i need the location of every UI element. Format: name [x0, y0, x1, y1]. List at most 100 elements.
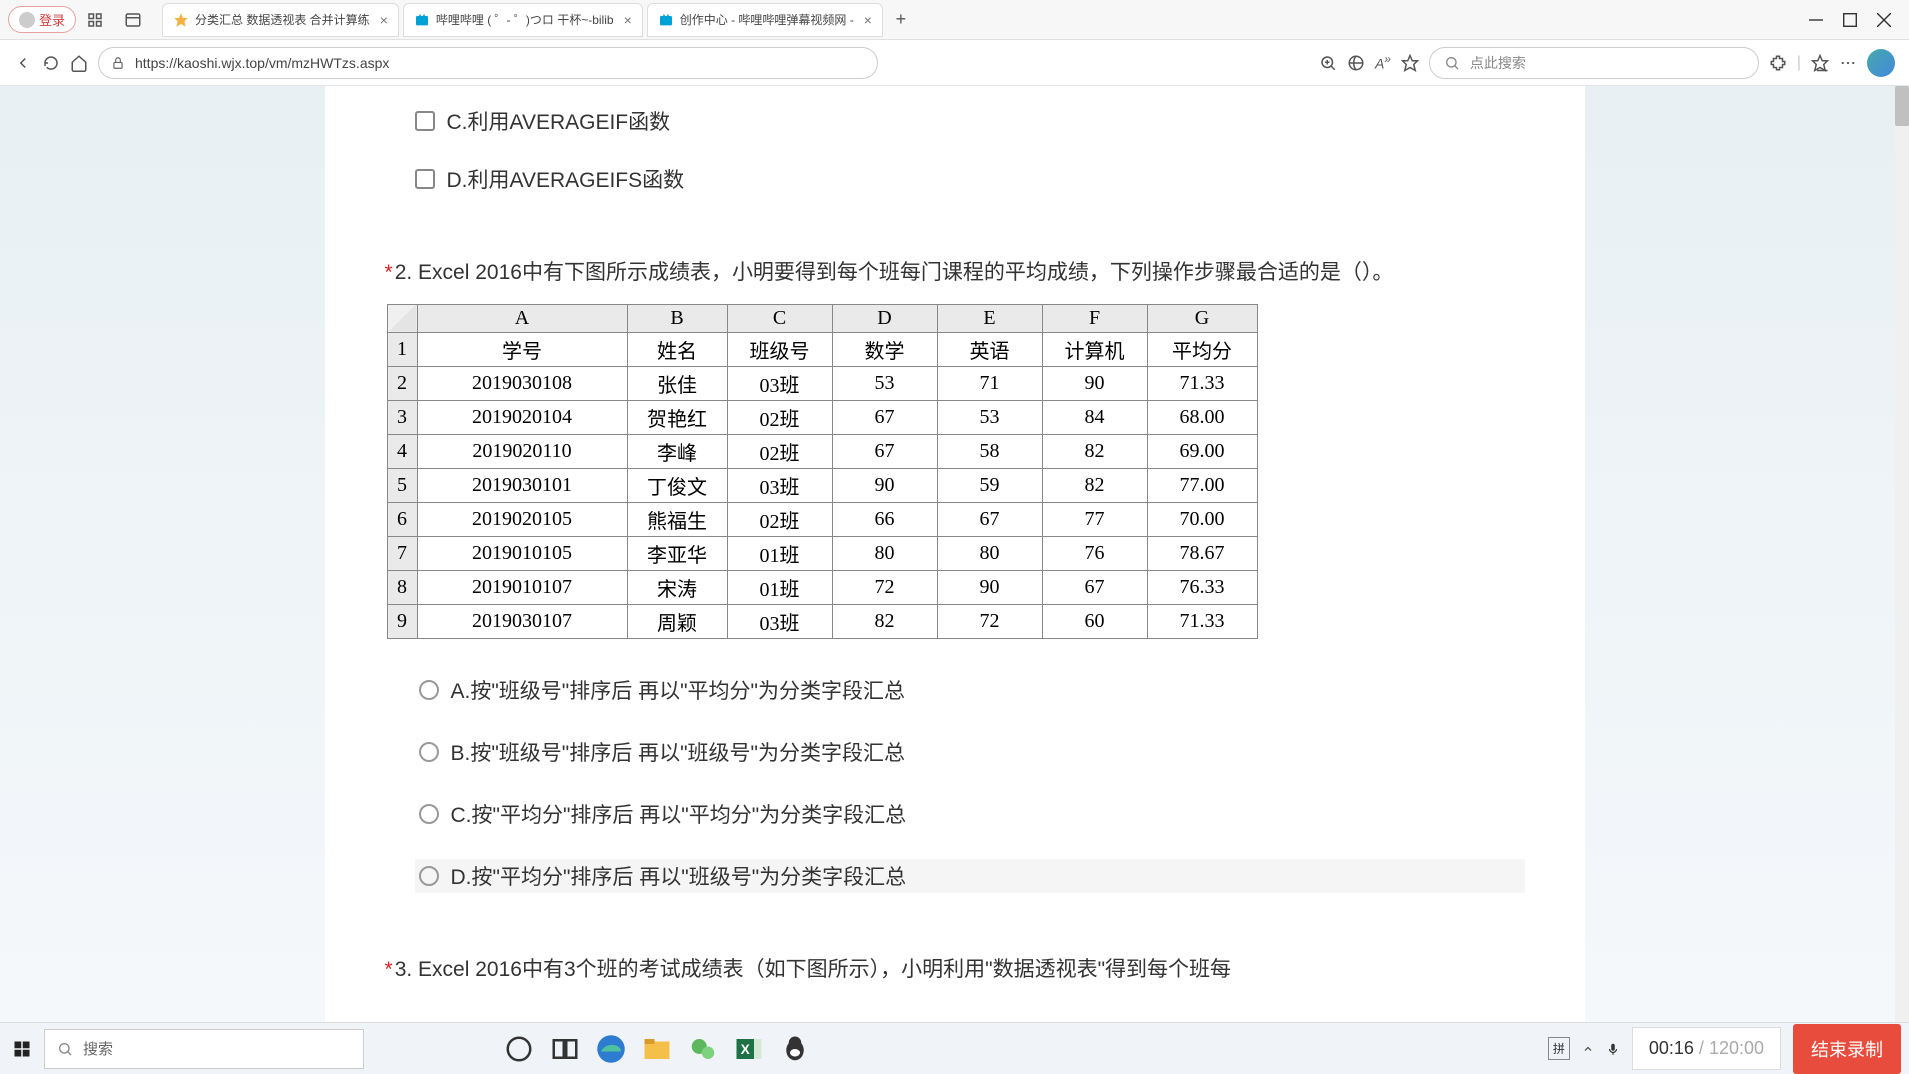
question-title: *2. Excel 2016中有下图所示成绩表，小明要得到每个班每门课程的平均成…	[385, 254, 1525, 292]
recording-timer: 00:16 / 120:00	[1632, 1027, 1781, 1070]
row-num: 9	[387, 604, 417, 638]
read-aloud-icon[interactable]: A»	[1375, 53, 1391, 72]
search-placeholder: 点此搜索	[1470, 53, 1526, 73]
col-header: F	[1042, 304, 1147, 332]
cell: 80	[832, 536, 937, 570]
q1-option-d[interactable]: D.利用AVERAGEIFS函数	[415, 164, 1525, 194]
q1-options: C.利用AVERAGEIF函数 D.利用AVERAGEIFS函数	[415, 106, 1525, 194]
cell: 82	[832, 604, 937, 638]
cell: 80	[937, 536, 1042, 570]
required-mark: *	[385, 958, 393, 981]
ime-indicator[interactable]: 拼	[1548, 1037, 1570, 1060]
new-tab-button[interactable]: +	[887, 6, 915, 34]
q2-option-d[interactable]: D.按"平均分"排序后 再以"班级号"为分类字段汇总	[415, 859, 1525, 893]
scroll-thumb[interactable]	[1895, 86, 1909, 126]
cell: 张佳	[627, 366, 727, 400]
edge-icon[interactable]	[596, 1034, 626, 1064]
cell: 72	[937, 604, 1042, 638]
addressbar: https://kaoshi.wjx.top/vm/mzHWTzs.aspx A…	[0, 40, 1909, 86]
cell: 02班	[727, 400, 832, 434]
tab-0[interactable]: 分类汇总 数据透视表 合并计算练 ×	[162, 3, 399, 37]
cell: 70.00	[1147, 502, 1257, 536]
cell: 90	[937, 570, 1042, 604]
windows-search-input[interactable]: 搜索	[44, 1029, 364, 1069]
table-row: 52019030101丁俊文03班90598277.00	[387, 468, 1257, 502]
wechat-icon[interactable]	[688, 1034, 718, 1064]
cell: 熊福生	[627, 502, 727, 536]
table-col-header-row: A B C D E F G	[387, 304, 1257, 332]
lock-icon	[111, 56, 125, 70]
question-3-partial: *3. Excel 2016中有3个班的考试成绩表（如下图所示），小明利用"数据…	[385, 953, 1525, 983]
col-header: G	[1147, 304, 1257, 332]
bilibili-icon	[658, 12, 674, 28]
tab-actions-icon[interactable]	[124, 11, 142, 29]
close-window-icon[interactable]	[1877, 13, 1891, 27]
back-icon[interactable]	[14, 54, 32, 72]
q1-option-c[interactable]: C.利用AVERAGEIF函数	[415, 106, 1525, 136]
table-header-row: 1 学号 姓名 班级号 数学 英语 计算机 平均分	[387, 332, 1257, 366]
cell: 72	[832, 570, 937, 604]
taskview-icon[interactable]	[550, 1034, 580, 1064]
url-input[interactable]: https://kaoshi.wjx.top/vm/mzHWTzs.aspx	[98, 47, 878, 79]
minimize-icon[interactable]	[1809, 13, 1823, 27]
cell: 2019010107	[417, 570, 627, 604]
radio-icon	[419, 742, 439, 762]
favorites-bar-icon[interactable]	[1811, 54, 1829, 72]
menu-icon[interactable]	[1839, 54, 1857, 72]
tray-expand-icon[interactable]	[1582, 1043, 1594, 1055]
cell: 77	[1042, 502, 1147, 536]
qq-icon[interactable]	[780, 1034, 810, 1064]
search-icon	[57, 1041, 73, 1057]
end-recording-button[interactable]: 结束录制	[1793, 1024, 1901, 1074]
close-icon[interactable]: ×	[380, 12, 388, 28]
star-icon	[173, 12, 189, 28]
q2-options: A.按"班级号"排序后 再以"平均分"为分类字段汇总 B.按"班级号"排序后 再…	[415, 673, 1525, 893]
close-icon[interactable]: ×	[624, 12, 632, 28]
close-icon[interactable]: ×	[864, 12, 872, 28]
q2-option-b[interactable]: B.按"班级号"排序后 再以"班级号"为分类字段汇总	[415, 735, 1525, 769]
maximize-icon[interactable]	[1843, 13, 1857, 27]
start-button[interactable]	[0, 1027, 44, 1071]
page-content: C.利用AVERAGEIF函数 D.利用AVERAGEIFS函数 *2. Exc…	[325, 86, 1585, 1022]
cell: 贺艳红	[627, 400, 727, 434]
row-num: 3	[387, 400, 417, 434]
scrollbar[interactable]	[1895, 86, 1909, 1022]
checkbox-icon	[415, 169, 435, 189]
workspace-icon[interactable]	[86, 11, 104, 29]
row-num: 8	[387, 570, 417, 604]
cell: 02班	[727, 502, 832, 536]
tab-2[interactable]: 创作中心 - 哔哩哔哩弹幕视频网 - ×	[647, 3, 883, 37]
cell: 宋涛	[627, 570, 727, 604]
cell: 76	[1042, 536, 1147, 570]
task-icons: X	[504, 1034, 810, 1064]
home-icon[interactable]	[70, 54, 88, 72]
copilot-icon[interactable]	[1867, 49, 1895, 77]
q2-option-a[interactable]: A.按"班级号"排序后 再以"平均分"为分类字段汇总	[415, 673, 1525, 707]
table-row: 82019010107宋涛01班72906776.33	[387, 570, 1257, 604]
tracking-icon[interactable]	[1347, 54, 1365, 72]
cell: 周颖	[627, 604, 727, 638]
cell: 2019020105	[417, 502, 627, 536]
window-controls	[1809, 13, 1891, 27]
login-button[interactable]: 登录	[8, 6, 76, 33]
tab-1[interactable]: 哔哩哔哩 ( ゜- ゜)つロ 干杯~-bilib ×	[403, 3, 643, 37]
extensions-icon[interactable]	[1769, 54, 1787, 72]
cell: 2019020110	[417, 434, 627, 468]
grades-table: A B C D E F G 1 学号 姓名 班级号 数学 英语 计算机 平均分	[387, 304, 1258, 639]
excel-icon[interactable]: X	[734, 1034, 764, 1064]
favorite-icon[interactable]	[1401, 54, 1419, 72]
zoom-icon[interactable]	[1319, 54, 1337, 72]
row-num: 2	[387, 366, 417, 400]
tab-title: 分类汇总 数据透视表 合并计算练	[195, 11, 370, 28]
microphone-icon[interactable]	[1606, 1042, 1620, 1056]
cell: 学号	[417, 332, 627, 366]
option-label: D.按"平均分"排序后 再以"班级号"为分类字段汇总	[451, 861, 907, 891]
cell: 71.33	[1147, 366, 1257, 400]
sidebar-search-input[interactable]: 点此搜索	[1429, 47, 1759, 79]
total-time: 120:00	[1709, 1038, 1764, 1058]
cell: 数学	[832, 332, 937, 366]
explorer-icon[interactable]	[642, 1034, 672, 1064]
refresh-icon[interactable]	[42, 54, 60, 72]
q2-option-c[interactable]: C.按"平均分"排序后 再以"平均分"为分类字段汇总	[415, 797, 1525, 831]
cortana-icon[interactable]	[504, 1034, 534, 1064]
